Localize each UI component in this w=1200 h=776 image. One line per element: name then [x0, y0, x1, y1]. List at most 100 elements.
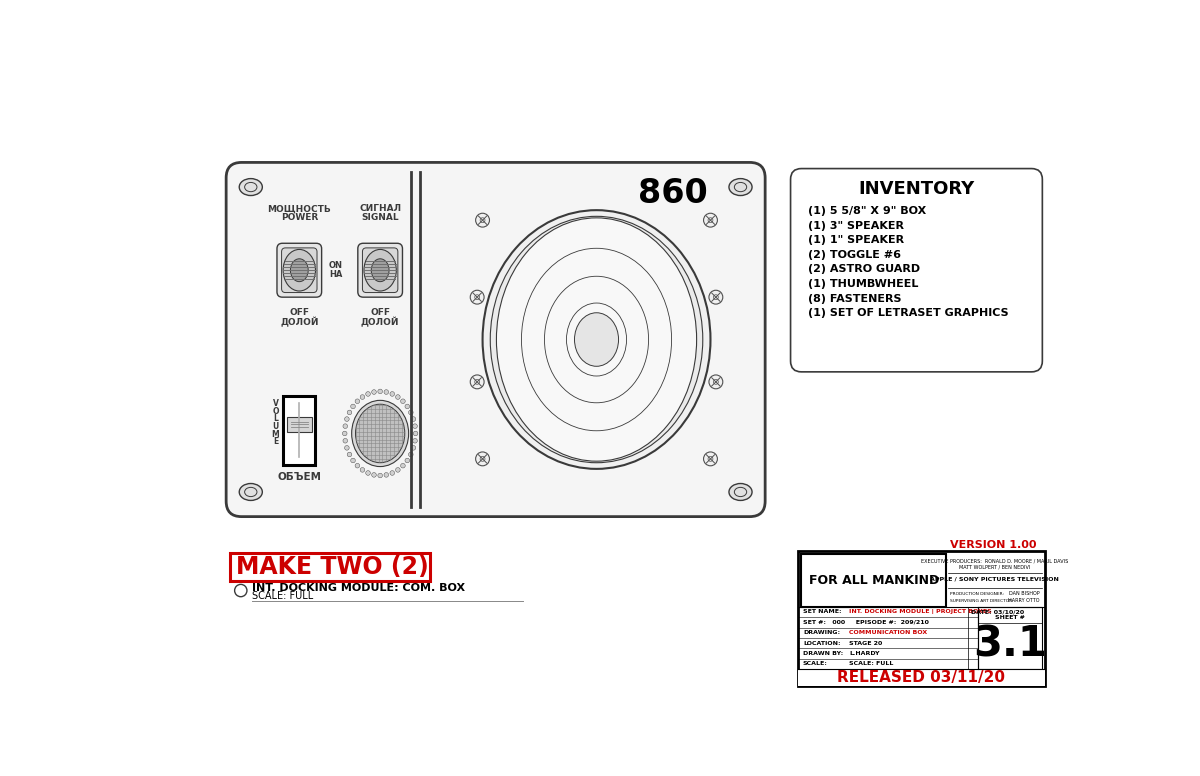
Text: INT. DOCKING MODULE: COM. BOX: INT. DOCKING MODULE: COM. BOX: [252, 584, 466, 593]
Bar: [802, 554, 946, 607]
Text: INVENTORY: INVENTORY: [858, 179, 974, 198]
Circle shape: [396, 468, 400, 473]
Text: L.HARDY: L.HARDY: [850, 651, 880, 656]
Ellipse shape: [575, 313, 618, 366]
Circle shape: [384, 473, 389, 477]
Text: E: E: [272, 438, 278, 446]
Ellipse shape: [497, 218, 697, 461]
Text: 3.1: 3.1: [973, 623, 1046, 665]
Text: HARRY OTTO: HARRY OTTO: [1008, 598, 1039, 603]
Circle shape: [709, 290, 722, 304]
Text: МОЩНОСТЬ: МОЩНОСТЬ: [268, 204, 331, 213]
Text: SCALE:: SCALE:: [803, 661, 828, 667]
Text: U: U: [272, 422, 278, 431]
Text: (2) TOGGLE #6: (2) TOGGLE #6: [808, 250, 900, 260]
Text: L: L: [272, 414, 278, 424]
Circle shape: [396, 395, 400, 400]
Text: MAKE TWO (2): MAKE TWO (2): [236, 555, 428, 579]
Text: (1) SET OF LETRASET GRAPHICS: (1) SET OF LETRASET GRAPHICS: [808, 308, 1008, 318]
Text: (8) FASTENERS: (8) FASTENERS: [808, 293, 901, 303]
Text: ОБЪЕМ: ОБЪЕМ: [277, 472, 322, 482]
Circle shape: [384, 390, 389, 394]
Text: LOCATION:: LOCATION:: [803, 641, 840, 646]
Circle shape: [372, 473, 377, 477]
Text: VERSION 1.00: VERSION 1.00: [950, 540, 1037, 550]
Text: COMMUNICATION BOX: COMMUNICATION BOX: [850, 630, 928, 636]
Text: RELEASED 03/11/20: RELEASED 03/11/20: [838, 670, 1006, 685]
Text: V: V: [272, 399, 278, 408]
FancyBboxPatch shape: [282, 248, 317, 293]
Circle shape: [344, 417, 349, 421]
Bar: [283, 396, 316, 465]
Text: (2) ASTRO GUARD: (2) ASTRO GUARD: [808, 265, 919, 275]
Text: СИГНАЛ: СИГНАЛ: [359, 204, 401, 213]
Circle shape: [703, 213, 718, 227]
Circle shape: [343, 424, 348, 428]
Text: INT. DOCKING MODULE | PROJECT BOXES: INT. DOCKING MODULE | PROJECT BOXES: [850, 609, 992, 615]
Circle shape: [355, 463, 360, 468]
Text: ДОЛОЙ: ДОЛОЙ: [280, 317, 318, 327]
Circle shape: [475, 452, 490, 466]
Circle shape: [360, 395, 365, 400]
Circle shape: [344, 445, 349, 450]
Text: POWER: POWER: [281, 213, 318, 223]
Circle shape: [401, 463, 406, 468]
Text: SET #:   000     EPISODE #:  209/210: SET #: 000 EPISODE #: 209/210: [803, 620, 929, 625]
Circle shape: [347, 411, 352, 414]
Text: SHEET #: SHEET #: [995, 615, 1025, 620]
Circle shape: [408, 411, 413, 414]
Ellipse shape: [283, 249, 316, 291]
Circle shape: [404, 458, 409, 462]
Text: SUPERVISING ART DIRECTOR:: SUPERVISING ART DIRECTOR:: [950, 598, 1014, 602]
Circle shape: [703, 452, 718, 466]
Circle shape: [343, 438, 348, 443]
Bar: [978, 607, 1042, 669]
Text: EXECUTIVE PRODUCERS:  RONALD D. MOORE / MARIL DAVIS: EXECUTIVE PRODUCERS: RONALD D. MOORE / M…: [920, 559, 1068, 564]
Ellipse shape: [239, 483, 263, 501]
Text: DRAWING:: DRAWING:: [803, 630, 840, 636]
Text: (1) THUMBWHEEL: (1) THUMBWHEEL: [808, 279, 918, 289]
FancyBboxPatch shape: [358, 243, 402, 297]
Ellipse shape: [728, 483, 752, 501]
Text: APPLE / SONY PICTURES TELEVISION: APPLE / SONY PICTURES TELEVISION: [930, 577, 1060, 581]
Ellipse shape: [728, 178, 752, 196]
Circle shape: [470, 375, 484, 389]
Ellipse shape: [352, 400, 409, 466]
Circle shape: [378, 473, 383, 478]
Text: (1) 1" SPEAKER: (1) 1" SPEAKER: [808, 235, 904, 245]
Text: MATT WOLPERT / BEN NEDIVI: MATT WOLPERT / BEN NEDIVI: [959, 565, 1031, 570]
Circle shape: [404, 404, 409, 409]
Text: OFF: OFF: [370, 308, 390, 317]
Bar: [287, 417, 312, 432]
Ellipse shape: [290, 258, 308, 282]
Circle shape: [413, 438, 418, 443]
Ellipse shape: [364, 249, 396, 291]
Text: M: M: [271, 430, 280, 438]
Circle shape: [408, 452, 413, 457]
Circle shape: [470, 290, 484, 304]
Ellipse shape: [482, 210, 710, 469]
FancyBboxPatch shape: [362, 248, 398, 293]
Circle shape: [350, 458, 355, 462]
Circle shape: [378, 389, 383, 393]
Circle shape: [413, 424, 418, 428]
Text: DAN BISHOP: DAN BISHOP: [1009, 591, 1039, 596]
Text: O: O: [272, 407, 278, 416]
Text: SCALE: FULL: SCALE: FULL: [850, 661, 894, 667]
Circle shape: [366, 471, 371, 475]
Circle shape: [347, 452, 352, 457]
FancyBboxPatch shape: [277, 243, 322, 297]
Circle shape: [366, 392, 371, 397]
Circle shape: [401, 399, 406, 404]
Text: DATE: 03/10/20: DATE: 03/10/20: [971, 609, 1024, 615]
Text: SET NAME:: SET NAME:: [803, 609, 841, 615]
Text: SIGNAL: SIGNAL: [361, 213, 398, 223]
Text: 860: 860: [638, 177, 708, 210]
Text: FOR ALL MANKIND: FOR ALL MANKIND: [809, 574, 938, 587]
Bar: [798, 669, 1045, 686]
Circle shape: [709, 375, 722, 389]
Ellipse shape: [239, 178, 263, 196]
Text: STAGE 20: STAGE 20: [850, 641, 882, 646]
Circle shape: [390, 471, 395, 475]
Text: SCALE: FULL: SCALE: FULL: [252, 591, 313, 601]
